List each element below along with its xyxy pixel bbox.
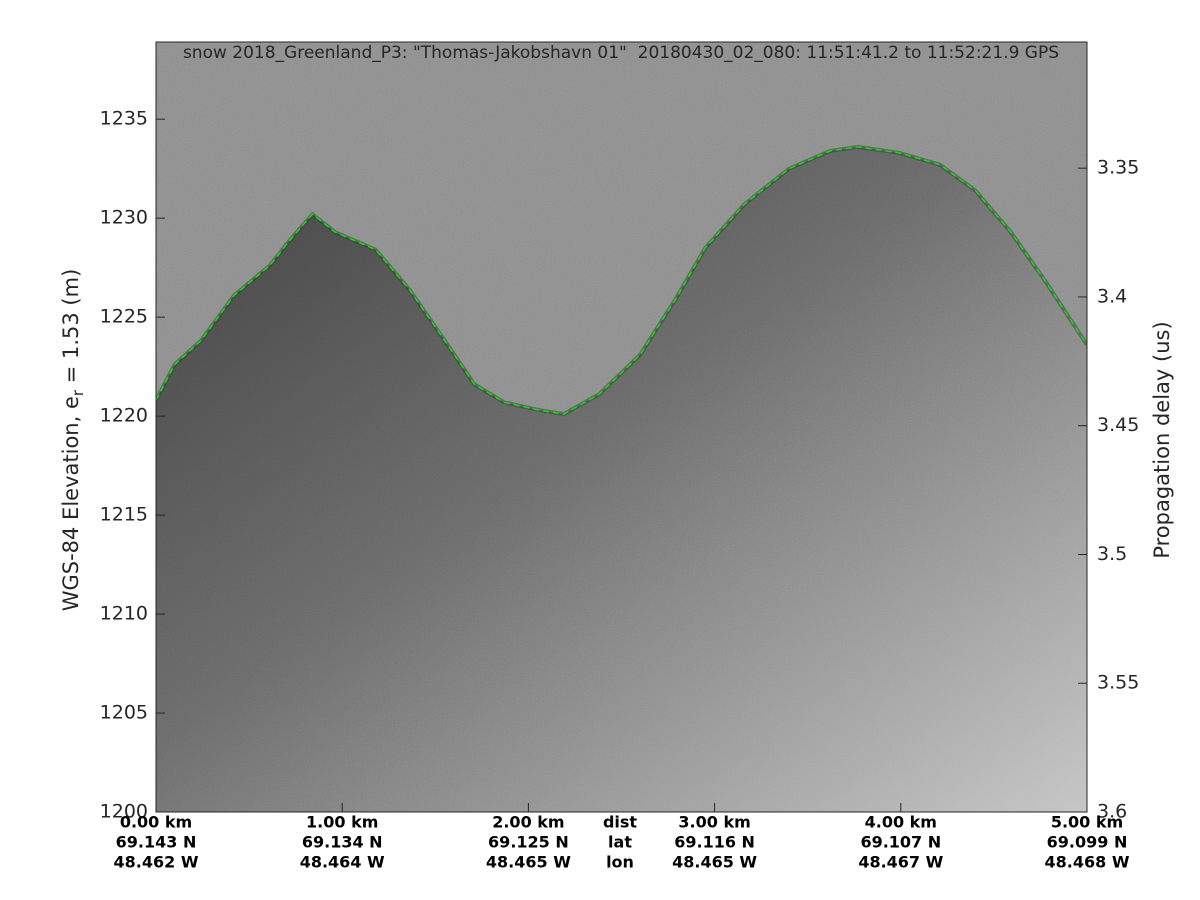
y2-tick-label: 3.35 — [1097, 157, 1139, 179]
x-tick-label: 2.00 km — [492, 813, 564, 832]
lat-label: 69.125 N — [488, 833, 569, 852]
y-axis-label: WGS-84 Elevation, er = 1.53 (m) — [59, 269, 87, 612]
x-tick-label: 5.00 km — [1051, 813, 1123, 832]
y-tick-label: 1210 — [100, 603, 148, 625]
lat-label: 69.134 N — [302, 833, 383, 852]
lon-label: 48.464 W — [300, 853, 385, 872]
y-tick-label: 1235 — [100, 108, 148, 130]
lat-label: 69.143 N — [116, 833, 197, 852]
y-tick-label: 1215 — [100, 504, 148, 526]
y2-tick-label: 3.45 — [1097, 414, 1139, 436]
lon-label: 48.467 W — [858, 853, 943, 872]
y-label-sub: r — [69, 389, 87, 396]
y-tick-label: 1200 — [100, 801, 148, 823]
lon-label: 48.462 W — [114, 853, 199, 872]
row-label: lat — [608, 833, 632, 852]
y2-axis-label: Propagation delay (us) — [1150, 321, 1174, 558]
lat-label: 69.116 N — [674, 833, 755, 852]
chart-title: snow 2018_Greenland_P3: "Thomas-Jakobsha… — [183, 43, 1059, 63]
y2-tick-label: 3.4 — [1097, 285, 1127, 307]
x-tick-label: 3.00 km — [678, 813, 750, 832]
y-label-rest: = 1.53 (m) — [59, 269, 83, 390]
x-tick-label: 0.00 km — [120, 813, 192, 832]
lat-label: 69.099 N — [1047, 833, 1128, 852]
y-tick-label: 1230 — [100, 207, 148, 229]
y2-tick-label: 3.55 — [1097, 672, 1139, 694]
lon-label: 48.468 W — [1045, 853, 1130, 872]
x-tick-label: 4.00 km — [865, 813, 937, 832]
y-label-text: WGS-84 Elevation, e — [59, 396, 83, 611]
plot-frame — [155, 41, 1088, 813]
y-tick-label: 1225 — [100, 306, 148, 328]
echogram-noise — [156, 42, 1087, 812]
y2-tick-label: 3.5 — [1097, 543, 1127, 565]
row-label: dist — [603, 813, 637, 832]
lon-label: 48.465 W — [672, 853, 757, 872]
lat-label: 69.107 N — [860, 833, 941, 852]
x-tick-label: 1.00 km — [306, 813, 378, 832]
lon-label: 48.465 W — [486, 853, 571, 872]
y-tick-label: 1205 — [100, 702, 148, 724]
y-tick-label: 1220 — [100, 405, 148, 427]
row-label: lon — [606, 853, 634, 872]
y2-tick-label: 3.6 — [1097, 801, 1127, 823]
